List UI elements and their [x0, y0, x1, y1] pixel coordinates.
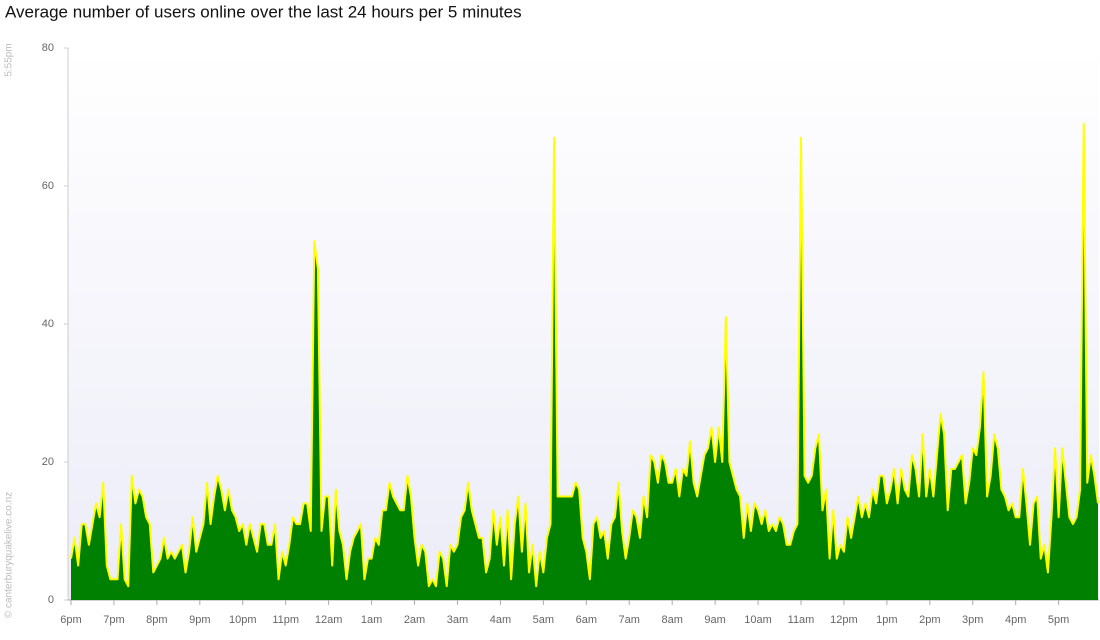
- x-tick-label: 3pm: [962, 614, 983, 626]
- y-tick-label: 20: [42, 456, 54, 468]
- credit: © canterburyquakelive.co.nz: [4, 492, 15, 618]
- x-tick-label: 2pm: [919, 614, 940, 626]
- y-tick-label: 60: [42, 180, 54, 192]
- x-tick-label: 9pm: [189, 614, 210, 626]
- area: [71, 123, 1098, 601]
- x-tick-label: 7pm: [103, 614, 124, 626]
- x-tick-label: 3am: [447, 614, 468, 626]
- x-tick-label: 4pm: [1005, 614, 1026, 626]
- timestamp: 5:55pm: [4, 43, 15, 76]
- x-tick-label: 7am: [619, 614, 640, 626]
- x-tick-label: 8pm: [146, 614, 167, 626]
- x-tick-label: 10am: [744, 614, 772, 626]
- x-tick-label: 9am: [704, 614, 725, 626]
- x-tick-label: 1am: [361, 614, 382, 626]
- x-tick-label: 12pm: [830, 614, 858, 626]
- line: [70, 122, 1099, 588]
- x-tick-label: 5pm: [1048, 614, 1069, 626]
- x-tick-label: 10pm: [229, 614, 257, 626]
- y-tick-label: 40: [42, 318, 54, 330]
- x-tick-label: 11pm: [272, 614, 299, 626]
- x-tick-label: 8am: [661, 614, 682, 626]
- x-tick-label: 6pm: [60, 614, 81, 626]
- y-tick-label: 0: [48, 594, 54, 606]
- x-tick-label: 12am: [315, 614, 343, 626]
- x-tick-label: 5am: [533, 614, 554, 626]
- chart-title: Average number of users online over the …: [5, 2, 522, 21]
- x-tick-label: 1pm: [876, 614, 897, 626]
- x-tick-label: 2am: [404, 614, 425, 626]
- x-tick-label: 6am: [576, 614, 597, 626]
- x-tick-label: 4am: [490, 614, 511, 626]
- x-tick-label: 11am: [788, 614, 815, 626]
- y-tick-label: 80: [42, 42, 54, 54]
